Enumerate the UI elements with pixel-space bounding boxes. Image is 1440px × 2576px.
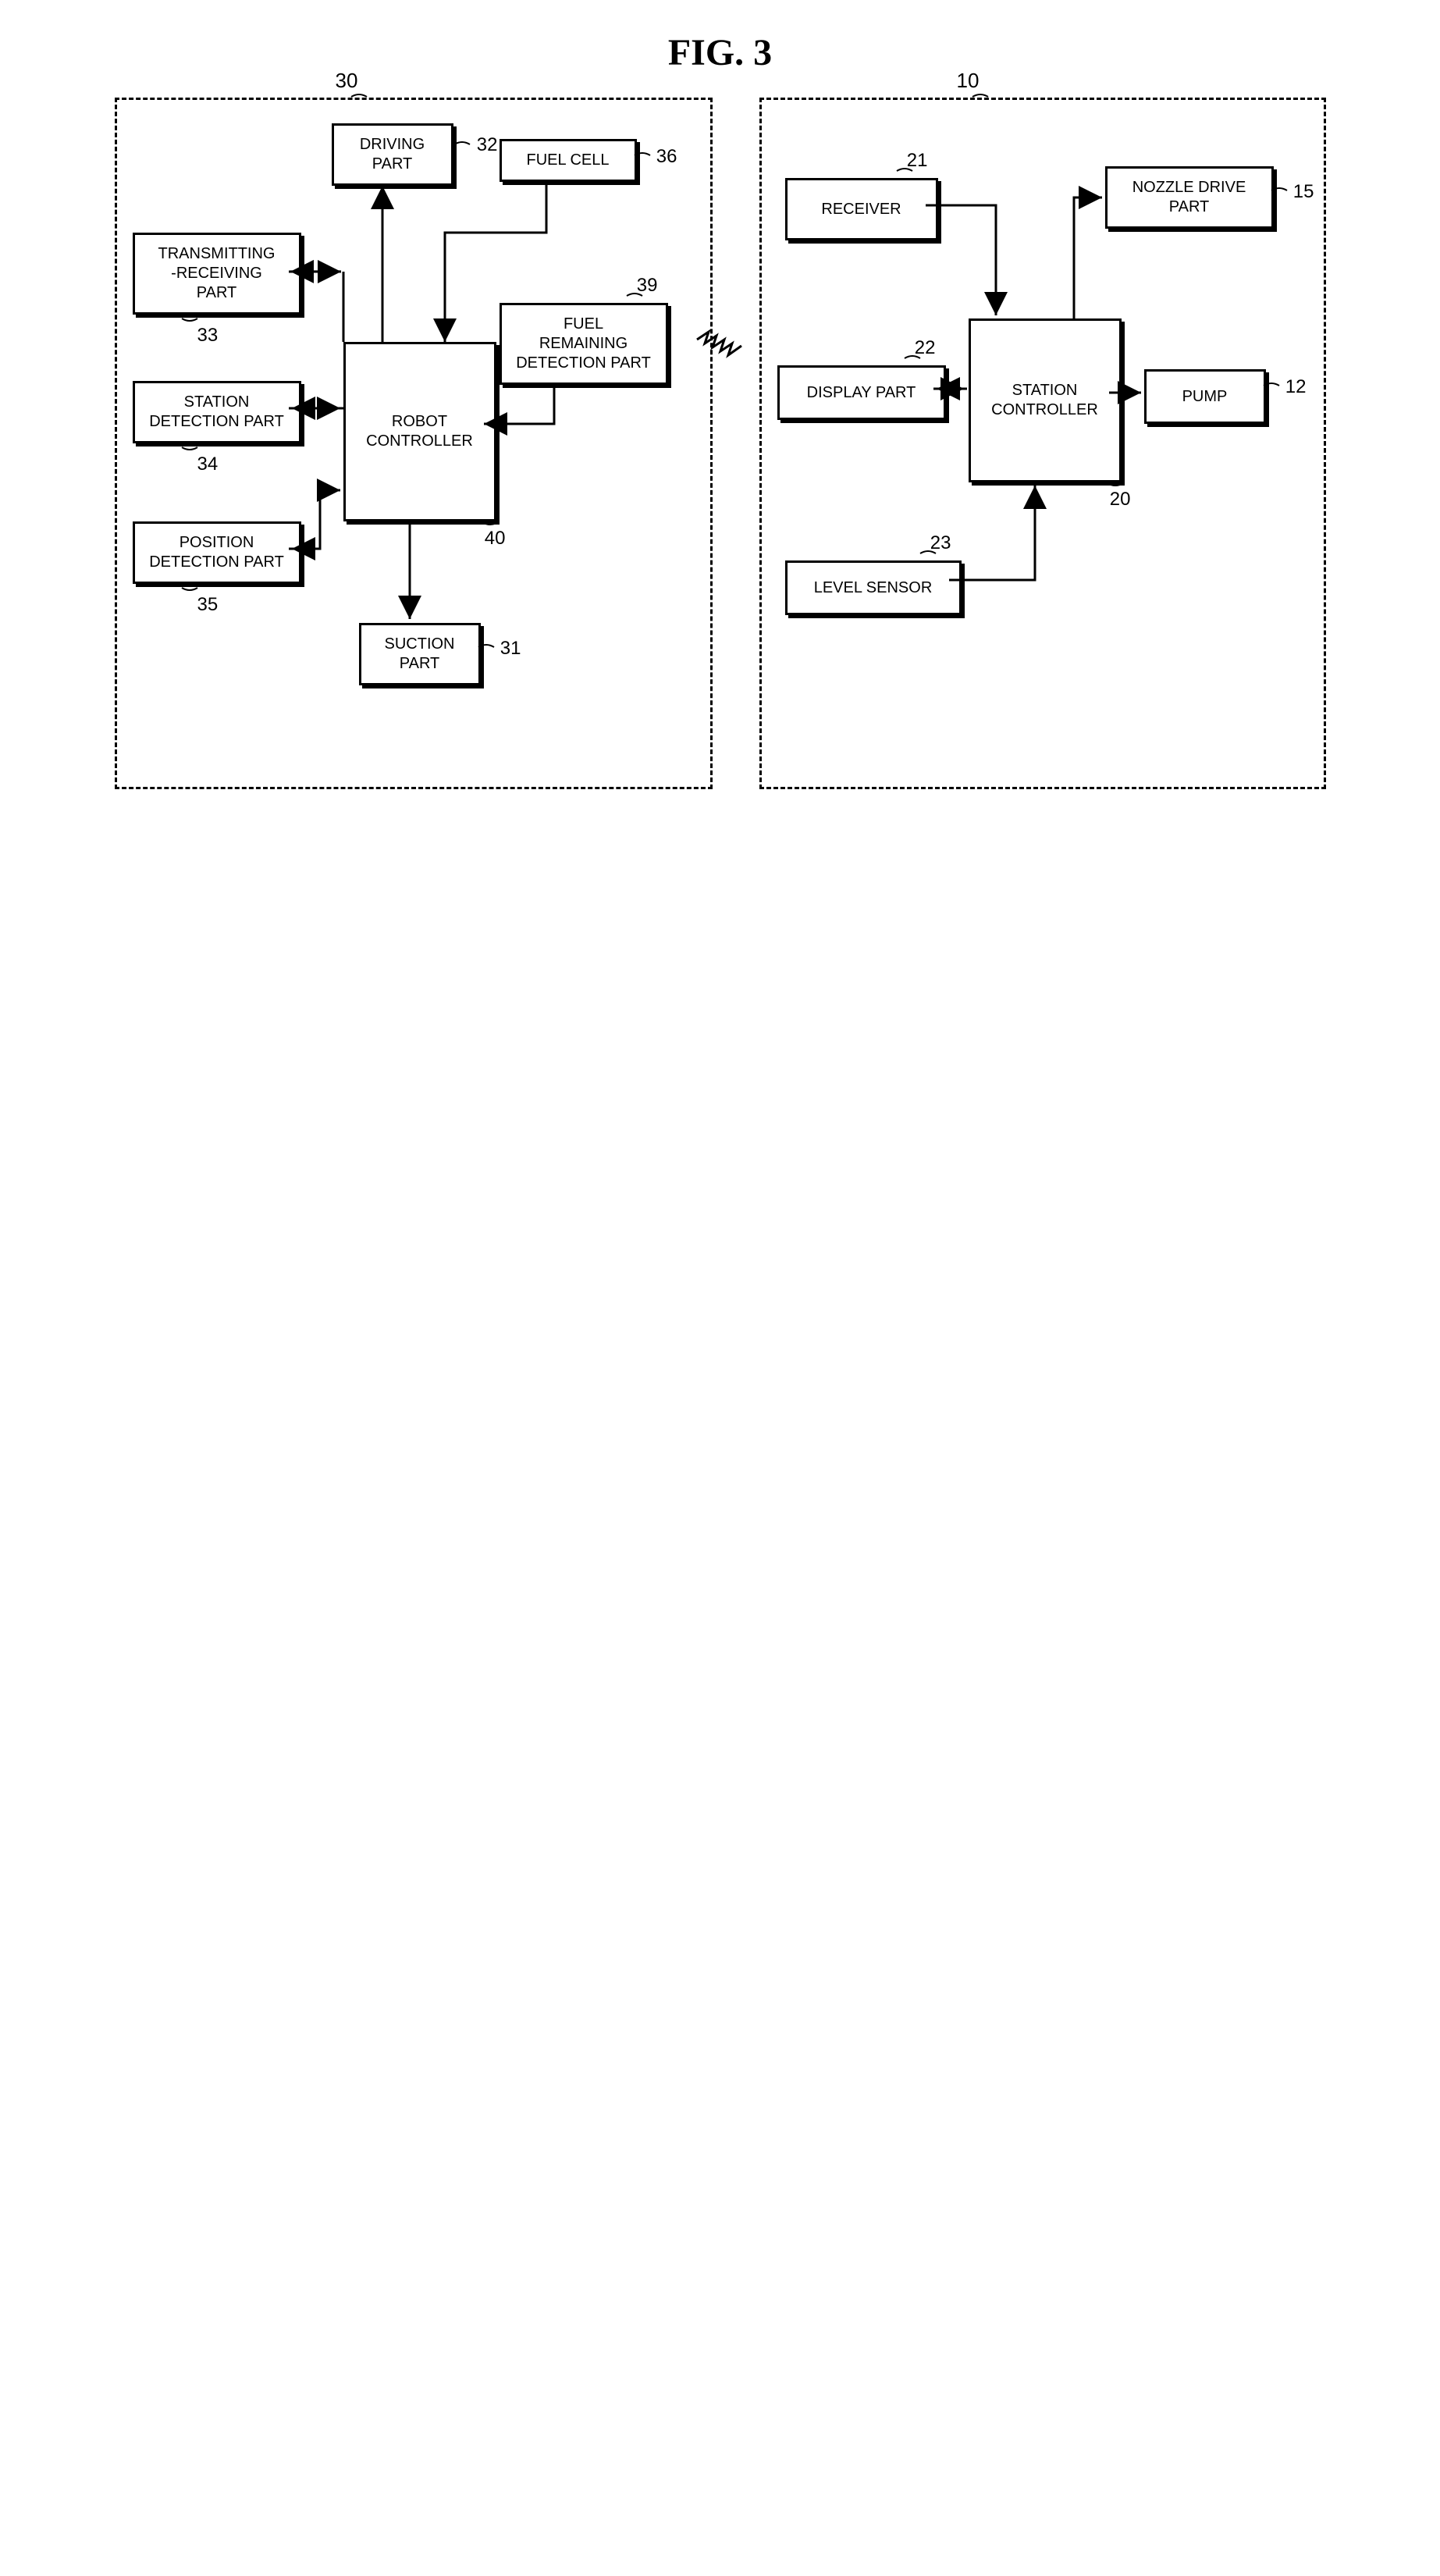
stationdetect-block: STATION DETECTION PART 34 <box>133 381 301 443</box>
driving-label: DRIVING PART <box>360 136 425 173</box>
fuelremaining-label: FUEL REMAINING DETECTION PART <box>516 315 651 372</box>
robotcontroller-label: ROBOT CONTROLLER <box>366 412 473 451</box>
display-ref: 22 <box>915 336 936 360</box>
receiver-block: RECEIVER 21 <box>785 178 938 240</box>
suction-block: SUCTION PART 31 <box>359 623 481 685</box>
robot-system-box: 30 DRIVING PART 32 FUEL CELL 36 TRANSMIT… <box>115 98 713 789</box>
diagram-container: 30 DRIVING PART 32 FUEL CELL 36 TRANSMIT… <box>31 98 1409 789</box>
pump-block: PUMP 12 <box>1144 369 1266 424</box>
nozzle-label: NOZZLE DRIVE PART <box>1132 179 1246 215</box>
positiondetect-block: POSITION DETECTION PART 35 <box>133 521 301 584</box>
display-label: DISPLAY PART <box>807 383 916 403</box>
robotcontroller-ref: 40 <box>485 527 506 550</box>
suction-label: SUCTION PART <box>385 635 455 672</box>
figure-title: FIG. 3 <box>31 31 1409 74</box>
fuelcell-block: FUEL CELL 36 <box>500 139 637 182</box>
fuelcell-ref: 36 <box>656 145 677 169</box>
suction-ref: 31 <box>500 637 521 660</box>
fuelremaining-ref: 39 <box>637 274 658 297</box>
pump-ref: 12 <box>1285 375 1307 399</box>
nozzle-ref: 15 <box>1293 180 1314 204</box>
level-label: LEVEL SENSOR <box>814 578 933 598</box>
driving-ref: 32 <box>477 133 498 157</box>
positiondetect-label: POSITION DETECTION PART <box>149 534 284 571</box>
station-group-ref: 10 <box>957 69 980 93</box>
stationdetect-label: STATION DETECTION PART <box>149 393 284 430</box>
level-block: LEVEL SENSOR 23 <box>785 560 962 615</box>
stationcontroller-ref: 20 <box>1110 488 1131 511</box>
nozzle-block: NOZZLE DRIVE PART 15 <box>1105 166 1274 229</box>
fuelcell-label: FUEL CELL <box>527 151 610 169</box>
stationdetect-ref: 34 <box>197 453 219 476</box>
txrx-block: TRANSMITTING -RECEIVING PART 33 <box>133 233 301 315</box>
stationcontroller-label: STATION CONTROLLER <box>991 381 1098 420</box>
robot-group-ref: 30 <box>336 69 358 93</box>
pump-label: PUMP <box>1182 387 1228 407</box>
positiondetect-ref: 35 <box>197 593 219 617</box>
display-block: DISPLAY PART 22 <box>777 365 946 420</box>
receiver-ref: 21 <box>907 149 928 173</box>
stationcontroller-block: STATION CONTROLLER 20 <box>969 318 1122 482</box>
driving-block: DRIVING PART 32 <box>332 123 453 186</box>
txrx-label: TRANSMITTING -RECEIVING PART <box>158 245 276 301</box>
txrx-ref: 33 <box>197 324 219 347</box>
robotcontroller-block: ROBOT CONTROLLER 40 <box>343 342 496 521</box>
station-system-box: 10 RECEIVER 21 NOZZLE DRIVE PART 15 DISP… <box>759 98 1326 789</box>
fuelremaining-block: FUEL REMAINING DETECTION PART 39 <box>500 303 668 385</box>
level-ref: 23 <box>930 532 951 555</box>
receiver-label: RECEIVER <box>821 200 901 219</box>
